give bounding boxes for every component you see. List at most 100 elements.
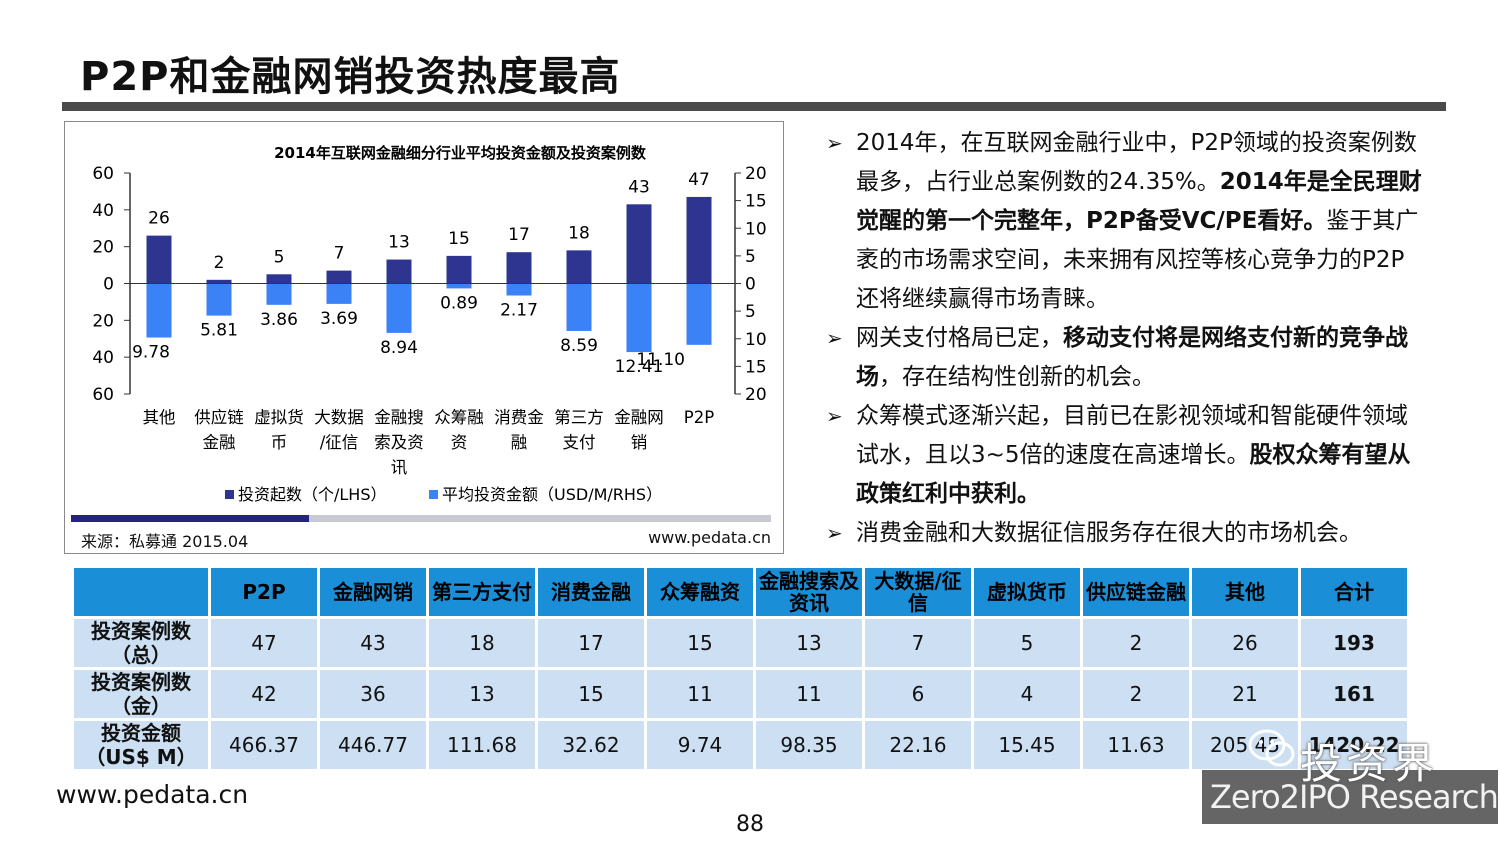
table-header-cell: P2P <box>211 568 317 616</box>
bar-lhs-label: 15 <box>448 229 470 249</box>
bar-lhs-label: 17 <box>508 225 530 245</box>
table-header-cell: 金融网销 <box>320 568 426 616</box>
bar-rhs-label: 5.81 <box>200 321 238 341</box>
table-cell: 15 <box>647 619 753 667</box>
arrow-bullet-icon: ➢ <box>826 521 843 545</box>
bar-rhs <box>206 283 232 316</box>
bar-lhs <box>206 279 232 284</box>
bar-rhs-label: 3.86 <box>260 310 298 330</box>
table-header-cell: 大数据/征信 <box>865 568 971 616</box>
bullet-item: ➢ 消费金融和大数据征信服务存在很大的市场机会。 <box>826 514 1426 553</box>
arrow-bullet-icon: ➢ <box>826 326 843 350</box>
table-cell: 446.77 <box>320 721 426 769</box>
bullet-item: ➢ 众筹模式逐渐兴起，目前已在影视领域和智能硬件领域试水，且以3~5倍的速度在高速… <box>826 397 1426 514</box>
bar-rhs <box>326 283 352 304</box>
category-label: 支付 <box>563 433 596 452</box>
watermark-band <box>1202 770 1498 824</box>
data-table: P2P 金融网销 第三方支付 消费金融 众筹融资 金融搜索及资讯 大数据/征信 虚拟货币 供应链… <box>71 565 1410 772</box>
bar-rhs-label: 9.78 <box>132 343 170 363</box>
right-axis-tick-label: 5 <box>745 247 756 267</box>
table-row-header: 投资案例数 （总） <box>74 619 208 667</box>
right-axis-tick-label: 20 <box>745 385 767 405</box>
table-cell: 47 <box>211 619 317 667</box>
table-total-cell: 161 <box>1301 670 1407 718</box>
table-cell: 36 <box>320 670 426 718</box>
bar-lhs <box>266 274 292 284</box>
bar-lhs <box>146 235 172 284</box>
row-header-line: 投资金额 <box>101 721 181 745</box>
table-header-cell: 虚拟货币 <box>974 568 1080 616</box>
legend-label-lhs: 投资起数（个/LHS） <box>238 485 387 504</box>
legend-swatch-rhs <box>429 490 438 499</box>
left-axis-tick-label: 0 <box>103 275 114 295</box>
category-label: 供应链 <box>194 408 244 427</box>
category-label: 融 <box>511 433 528 452</box>
category-label: 讯 <box>391 458 408 477</box>
bar-rhs <box>266 283 292 305</box>
bar-rhs <box>386 283 412 333</box>
left-axis-tick-label: 60 <box>92 385 114 405</box>
left-axis-tick-label: 40 <box>92 201 114 221</box>
bullet-list: ➢ 2014年，在互联网金融行业中，P2P领域的投资案例数最多，占行业总案例数的2… <box>826 124 1426 553</box>
table-cell: 11 <box>756 670 862 718</box>
bullet-text-bold: 2014年是全民理财觉醒的第一个完整年，P2P备受VC/PE看好。 <box>856 169 1422 234</box>
category-label: /征信 <box>320 433 359 452</box>
chart-panel: 2014年互联网金融细分行业平均投资金额及投资案例数 60 40 20 0 20 40 60 2… <box>64 121 784 554</box>
table-cell: 98.35 <box>756 721 862 769</box>
category-label: P2P <box>684 408 714 427</box>
left-axis-tick-label: 40 <box>92 348 114 368</box>
title-underline <box>62 102 1446 111</box>
arrow-bullet-icon: ➢ <box>826 131 843 155</box>
chart-progress-fill <box>71 515 309 522</box>
table-header-cell: 众筹融资 <box>647 568 753 616</box>
table-cell: 43 <box>320 619 426 667</box>
right-axis-tick-label: 10 <box>745 330 767 350</box>
bar-rhs <box>446 283 472 289</box>
category-label: 索及资 <box>374 433 424 452</box>
table-cell: 32.62 <box>538 721 644 769</box>
left-axis-tick-label: 20 <box>92 311 114 331</box>
wechat-logo-icon <box>1248 729 1295 767</box>
bar-rhs-label: 8.59 <box>560 336 598 356</box>
bar-lhs <box>566 250 592 284</box>
table-cell: 18 <box>429 619 535 667</box>
table-cell: 466.37 <box>211 721 317 769</box>
bar-lhs-label: 47 <box>688 170 710 190</box>
right-axis-tick-label: 10 <box>745 219 767 239</box>
bar-lhs-label: 7 <box>334 244 345 264</box>
legend-swatch-lhs <box>225 490 234 499</box>
category-label: 币 <box>271 433 288 452</box>
table-cell: 6 <box>865 670 971 718</box>
chart-source: 来源：私募通 2015.04 <box>81 532 249 551</box>
bar-rhs-label: 0.89 <box>440 293 478 313</box>
row-header-line: 投资案例数 <box>91 619 191 643</box>
bar-rhs-label: 2.17 <box>500 300 538 320</box>
bar-rhs <box>686 283 712 345</box>
right-axis-tick-label: 20 <box>745 164 767 184</box>
bar-lhs-label: 2 <box>214 253 225 273</box>
right-axis-tick-label: 0 <box>745 275 756 295</box>
table-cell: 26 <box>1192 619 1298 667</box>
table-row: 投资金额 （US$ M） 466.37 446.77 111.68 32.62 9.74 98… <box>74 721 1407 769</box>
bullet-item: ➢ 网关支付格局已定，移动支付将是网络支付新的竞争战场，存在结构性创新的机会。 <box>826 319 1426 397</box>
table-header-cell: 第三方支付 <box>429 568 535 616</box>
row-header-line: （US$ M） <box>85 745 197 769</box>
table-cell: 2 <box>1083 619 1189 667</box>
category-label: 销 <box>631 433 648 452</box>
chart-url: www.pedata.cn <box>648 528 771 547</box>
bar-lhs-label: 26 <box>148 209 170 229</box>
bar-lhs <box>686 196 712 284</box>
category-label: 金融网 <box>614 408 664 427</box>
category-label: 大数据 <box>314 408 364 427</box>
table-total-cell: 1420.22 <box>1301 721 1407 769</box>
table-cell: 5 <box>974 619 1080 667</box>
bar-rhs <box>506 283 532 296</box>
bar-lhs <box>506 252 532 284</box>
left-axis-tick-label: 20 <box>92 238 114 258</box>
category-label: 其他 <box>143 408 176 427</box>
category-label: 消费金 <box>494 408 544 427</box>
table-cell: 13 <box>429 670 535 718</box>
bullet-text: ，存在结构性创新的机会。 <box>879 364 1155 390</box>
table-header-cell: 其他 <box>1192 568 1298 616</box>
table-cell: 21 <box>1192 670 1298 718</box>
